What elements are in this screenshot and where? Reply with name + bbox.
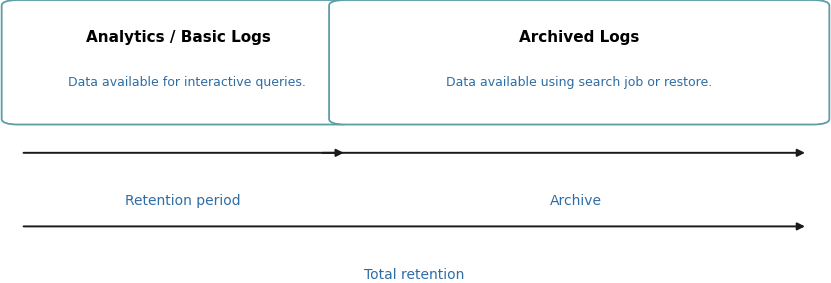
FancyBboxPatch shape bbox=[2, 0, 356, 125]
FancyBboxPatch shape bbox=[329, 0, 829, 125]
Text: Archived Logs: Archived Logs bbox=[519, 30, 639, 45]
Text: Data available for interactive queries.: Data available for interactive queries. bbox=[68, 76, 306, 89]
Text: Total retention: Total retention bbox=[364, 267, 465, 282]
Text: Retention period: Retention period bbox=[125, 194, 241, 208]
Text: Archive: Archive bbox=[550, 194, 602, 208]
Text: Analytics / Basic Logs: Analytics / Basic Logs bbox=[86, 30, 271, 45]
Text: Data available using search job or restore.: Data available using search job or resto… bbox=[446, 76, 712, 89]
